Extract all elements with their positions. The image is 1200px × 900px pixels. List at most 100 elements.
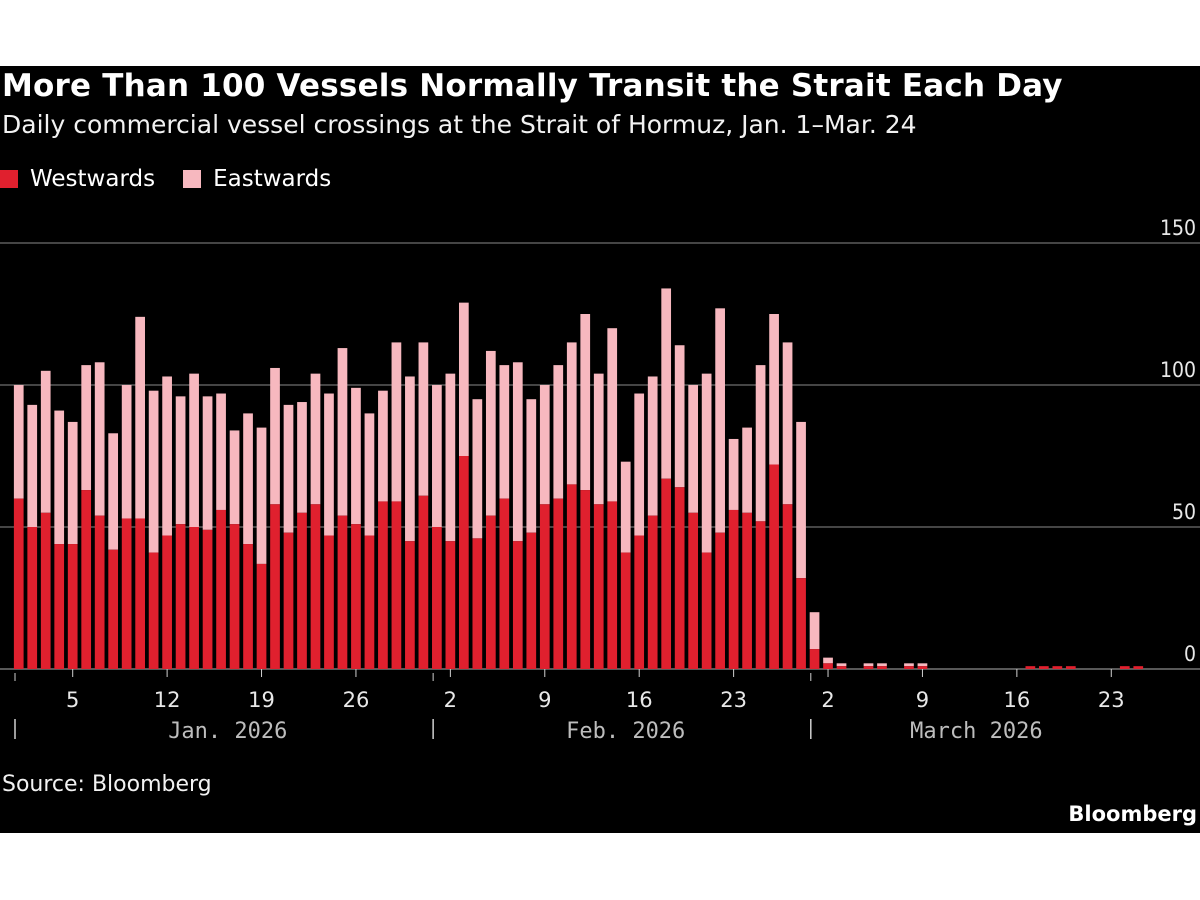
bar-westwards [485,515,496,669]
bar-westwards [13,498,24,669]
bar-westwards [229,524,240,669]
bar-westwards [1038,666,1049,669]
bar-eastwards [391,342,402,502]
bar-eastwards [539,385,550,505]
bar-westwards [256,563,267,669]
source-note: Source: Bloomberg [2,772,212,797]
bar-westwards [81,490,92,669]
bar-westwards [270,504,280,669]
bar-eastwards [351,387,361,525]
bar-eastwards [216,393,226,510]
bar-westwards [539,504,550,669]
bar-eastwards [337,348,348,516]
bar-eastwards [202,396,213,530]
bar-eastwards [445,373,456,542]
bar-westwards [310,504,321,669]
month-label: March 2026 [910,719,1042,744]
x-tick-label: 2 [821,688,834,712]
bar-eastwards [472,399,483,539]
bar-eastwards [715,308,725,533]
bar-eastwards [243,413,253,545]
bar-eastwards [634,393,645,536]
bar-eastwards [405,376,415,542]
bar-westwards [634,535,645,669]
chart-subtitle: Daily commercial vessel crossings at the… [2,110,917,139]
bar-eastwards [94,362,105,516]
bar-eastwards [877,663,887,667]
bar-westwards [108,549,119,669]
bar-eastwards [917,663,928,667]
bar-eastwards [863,663,874,667]
bar-westwards [769,464,779,669]
bar-eastwards [620,461,631,553]
bar-eastwards [755,365,766,522]
bar-westwards [121,518,132,669]
bar-westwards [499,498,510,669]
bar-eastwards [458,302,469,456]
bar-eastwards [189,373,199,527]
bar-westwards [566,484,577,669]
bar-eastwards [310,373,321,505]
bar-westwards [67,544,78,669]
bar-eastwards [81,365,92,491]
bar-eastwards [40,370,51,513]
bar-westwards [135,518,145,669]
bar-eastwards [580,314,591,491]
x-tick-label: 2 [444,688,457,712]
legend-swatch-eastwards [183,170,202,188]
x-tick-label: 23 [720,688,747,712]
bar-westwards [512,541,523,669]
bar-eastwards [162,376,172,536]
bar-eastwards [728,438,739,510]
bar-westwards [553,498,564,669]
x-tick-label: 26 [343,688,370,712]
legend: Westwards Eastwards [0,162,331,196]
bar-westwards [526,532,537,669]
chart-card: More Than 100 Vessels Normally Transit t… [0,66,1200,833]
y-tick-label: 50 [1172,500,1196,524]
bar-westwards [405,541,415,669]
x-tick-label: 9 [916,688,929,712]
bar-westwards [917,666,928,669]
bar-westwards [647,515,658,669]
bar-westwards [607,501,618,669]
x-tick-label: 23 [1098,688,1125,712]
bar-westwards [175,524,186,669]
bar-eastwards [607,328,618,502]
bar-westwards [674,487,685,669]
x-tick-label: 19 [248,688,275,712]
bar-eastwards [256,427,267,564]
bar-westwards [620,552,631,669]
bar-westwards [472,538,483,669]
bar-westwards [202,529,213,669]
bar-westwards [796,578,806,669]
bar-eastwards [566,342,577,485]
bar-westwards [701,552,712,669]
bar-eastwards [701,373,712,553]
bar-westwards [688,512,699,669]
bar-westwards [243,544,253,669]
bar-westwards [297,512,307,669]
bar-westwards [162,535,172,669]
bar-westwards [54,544,65,669]
bar-westwards [742,512,752,669]
bar-westwards [445,541,456,669]
bar-eastwards [823,657,833,664]
month-label: Feb. 2026 [566,719,685,744]
legend-label-westwards: Westwards [30,166,156,192]
bar-westwards [877,666,887,669]
bar-westwards [351,524,361,669]
bar-eastwards [13,385,24,499]
bar-westwards [27,527,38,669]
bar-westwards [94,515,105,669]
bar-westwards [1065,666,1076,669]
bar-eastwards [378,390,388,502]
x-tick-label: 9 [538,688,551,712]
month-label: Jan. 2026 [168,719,287,744]
x-tick-label: 16 [626,688,653,712]
bar-eastwards [593,373,604,505]
x-tick-label: 16 [1003,688,1030,712]
bar-westwards [148,552,159,669]
bar-eastwards [647,376,658,516]
legend-swatch-westwards [0,170,18,188]
